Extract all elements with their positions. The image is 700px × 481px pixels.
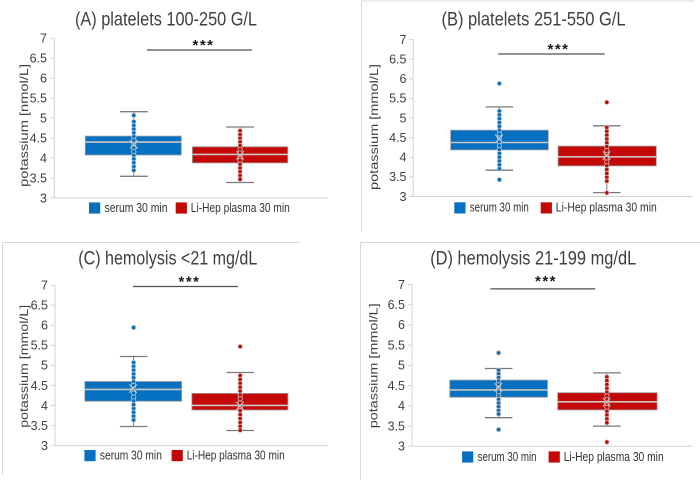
svg-text:6.5: 6.5 (30, 52, 47, 66)
svg-text:4.5: 4.5 (30, 131, 47, 145)
svg-text:7: 7 (400, 33, 407, 47)
svg-text:Li-Hep plasma 30 min: Li-Hep plasma 30 min (187, 448, 285, 462)
svg-text:4: 4 (398, 399, 405, 413)
svg-text:3.5: 3.5 (31, 419, 48, 433)
svg-text:serum 30 min: serum 30 min (470, 201, 529, 215)
svg-text:Li-Hep plasma 30 min: Li-Hep plasma 30 min (564, 450, 664, 464)
svg-text:5.5: 5.5 (389, 92, 406, 106)
svg-text:(D) hemolysis 21-199 mg/dL: (D) hemolysis 21-199 mg/dL (430, 248, 636, 270)
svg-text:5.5: 5.5 (30, 91, 47, 105)
svg-text:***: *** (192, 37, 214, 54)
svg-text:serum 30 min: serum 30 min (478, 450, 537, 464)
svg-text:5: 5 (398, 359, 405, 373)
svg-text:5.5: 5.5 (31, 339, 48, 353)
svg-text:3.5: 3.5 (30, 171, 47, 185)
svg-text:potassium [mmol/L]: potassium [mmol/L] (366, 303, 380, 428)
svg-text:Li-Hep plasma 30 min: Li-Hep plasma 30 min (556, 201, 657, 215)
svg-text:serum 30 min: serum 30 min (105, 201, 168, 215)
svg-text:serum 30 min: serum 30 min (100, 448, 162, 462)
svg-text:6.5: 6.5 (389, 53, 406, 67)
svg-text:7: 7 (41, 279, 48, 293)
svg-text:5.5: 5.5 (388, 338, 405, 352)
svg-text:6.5: 6.5 (388, 298, 405, 312)
svg-text:Li-Hep plasma 30 min: Li-Hep plasma 30 min (191, 201, 290, 215)
svg-text:3: 3 (41, 439, 48, 453)
svg-text:3.5: 3.5 (388, 419, 405, 433)
svg-text:6: 6 (40, 72, 47, 86)
svg-text:7: 7 (398, 278, 405, 292)
svg-text:3.5: 3.5 (389, 170, 406, 184)
svg-text:(B) platelets 251-550 G/L: (B) platelets 251-550 G/L (442, 8, 626, 30)
svg-text:***: *** (535, 273, 557, 290)
svg-text:4.5: 4.5 (31, 379, 48, 393)
svg-text:4.5: 4.5 (388, 379, 405, 393)
svg-text:5: 5 (400, 111, 407, 125)
svg-text:6.5: 6.5 (31, 299, 48, 313)
svg-text:3: 3 (40, 191, 47, 205)
svg-text:potassium [mmol/L]: potassium [mmol/L] (367, 64, 381, 190)
svg-text:7: 7 (40, 32, 47, 46)
svg-text:6: 6 (400, 72, 407, 86)
svg-text:5: 5 (40, 111, 47, 125)
svg-text:3: 3 (400, 190, 407, 204)
svg-text:4: 4 (400, 151, 407, 165)
svg-text:6: 6 (41, 319, 48, 333)
svg-text:3: 3 (398, 440, 405, 454)
svg-text:4: 4 (40, 151, 47, 165)
svg-text:potassium [mmol/L]: potassium [mmol/L] (17, 305, 31, 428)
svg-text:potassium [nmol/L]: potassium [nmol/L] (17, 64, 31, 187)
svg-text:(A) platelets 100-250 G/L: (A) platelets 100-250 G/L (75, 8, 257, 30)
svg-text:4.5: 4.5 (389, 131, 406, 145)
svg-text:6: 6 (398, 318, 405, 332)
svg-text:***: *** (178, 274, 200, 291)
svg-text:(C) hemolysis <21 mg/dL: (C) hemolysis <21 mg/dL (78, 247, 257, 269)
svg-text:4: 4 (41, 399, 48, 413)
svg-text:5: 5 (41, 359, 48, 373)
svg-text:***: *** (547, 41, 569, 58)
